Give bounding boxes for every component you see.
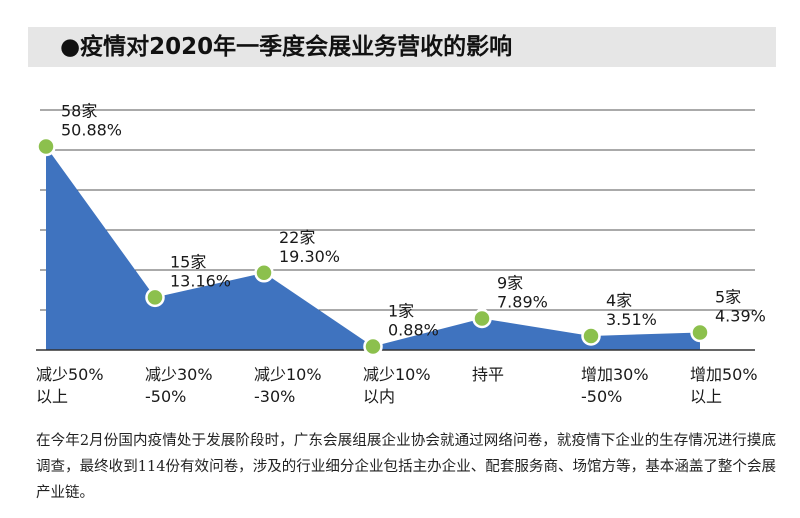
data-label-percent: 7.89% (497, 292, 548, 311)
data-point (363, 336, 383, 357)
data-label-percent: 50.88% (61, 120, 122, 139)
x-tick-label: 持平 (472, 365, 504, 384)
data-point (581, 326, 601, 346)
data-point (472, 308, 492, 329)
x-tick-label: -50% (581, 387, 622, 406)
data-label-percent: 0.88% (388, 320, 439, 339)
x-tick-label: 以上 (690, 387, 722, 406)
x-tick-label: 增加30% (581, 365, 649, 384)
x-tick-label: 减少50% (36, 365, 104, 384)
data-label-count: 1家 (388, 301, 414, 320)
data-label-count: 22家 (279, 228, 315, 247)
title-bar (28, 27, 776, 67)
chart-title: ●疫情对2020年一季度会展业务营收的影响 (60, 34, 513, 60)
x-tick-label: -30% (254, 387, 295, 406)
data-label-count: 15家 (170, 252, 206, 271)
data-point (254, 263, 274, 283)
data-label-count: 9家 (497, 273, 523, 292)
data-label-percent: 4.39% (715, 306, 766, 325)
footnote-text: 在今年2月份国内疫情处于发展阶段时，广东会展组展企业协会就通过网络问卷，就疫情下… (36, 433, 776, 501)
data-label-percent: 3.51% (606, 310, 657, 329)
data-label-count: 4家 (606, 291, 632, 310)
data-point (690, 322, 710, 343)
x-tick-label: 减少10% (363, 365, 431, 384)
x-tick-label: 减少10% (254, 365, 322, 384)
area-series (46, 146, 700, 350)
data-label-count: 5家 (715, 287, 741, 306)
x-tick-label: 减少30% (145, 365, 213, 384)
x-tick-label: 以上 (36, 387, 68, 406)
data-point (145, 287, 165, 308)
x-tick-label: -50% (145, 387, 186, 406)
x-tick-label: 增加50% (690, 365, 758, 384)
data-label-count: 58家 (61, 101, 97, 120)
data-label-percent: 13.16% (170, 271, 231, 290)
data-point (36, 136, 56, 157)
x-tick-label: 以内 (363, 387, 395, 406)
data-label-percent: 19.30% (279, 247, 340, 266)
